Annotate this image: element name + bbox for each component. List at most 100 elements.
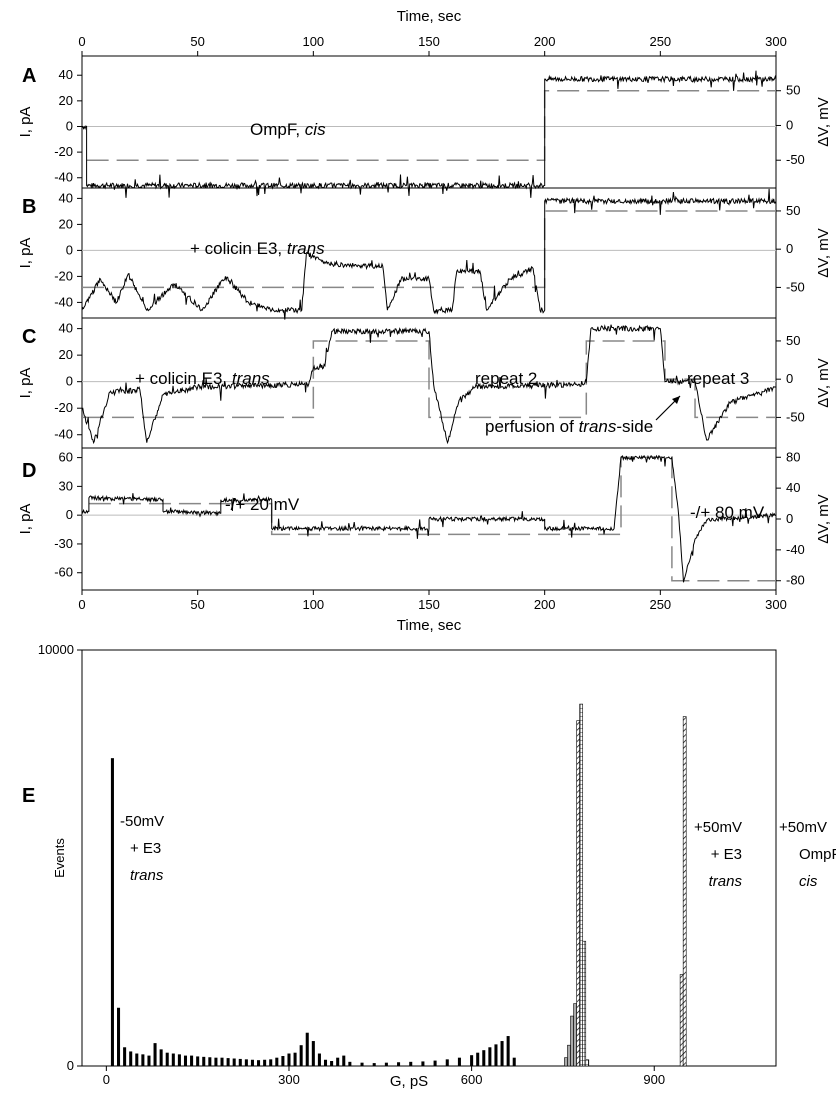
y2-tick-label: 0 (786, 117, 793, 132)
current-series (82, 70, 777, 198)
histogram-bar (123, 1047, 127, 1066)
histogram-annotation: -50mV (120, 813, 164, 830)
y2-tick-label: 50 (786, 83, 800, 98)
annotation: + colicin E3, trans (135, 369, 270, 388)
histogram-annotation: +50mV (779, 819, 827, 836)
y2-tick-label: -50 (786, 409, 805, 424)
x-tick-label: 50 (190, 597, 204, 612)
y-tick-label: 20 (59, 93, 73, 108)
x-axis-label: Time, sec (397, 617, 462, 634)
y-tick-label: -40 (54, 294, 73, 309)
y-tick-label: 30 (59, 478, 73, 493)
y-axis-label: I, pA (17, 368, 34, 399)
annotation-part: -/+ 80 mV (690, 503, 765, 522)
y2-tick-label: 50 (786, 333, 800, 348)
histogram-bar (585, 1059, 590, 1067)
histogram-bar (190, 1055, 194, 1066)
histogram-annotation: +50mV (694, 819, 742, 836)
current-series (81, 454, 777, 583)
annotation: perfusion of trans-side (485, 417, 653, 436)
histogram-bar (141, 1054, 145, 1066)
histogram-annotation: + E3 (711, 846, 742, 863)
annotation: -/+ 80 mV (690, 503, 765, 522)
histogram-bar (244, 1059, 248, 1066)
annotation-part: repeat 3 (687, 369, 749, 388)
annotation: + colicin E3, trans (190, 239, 325, 258)
x-tick-label: 600 (461, 1072, 483, 1087)
histogram-bar (336, 1057, 340, 1066)
histogram-bar (372, 1063, 376, 1066)
panel-letter: C (22, 326, 36, 348)
histogram-bar (250, 1059, 254, 1066)
histogram-bar (570, 1015, 574, 1067)
histogram-bar (238, 1058, 242, 1066)
annotation-part: + colicin E3, (190, 239, 287, 258)
x-tick-label: 200 (534, 34, 556, 49)
histogram-bar (177, 1054, 181, 1066)
histogram-bar (445, 1059, 449, 1066)
histogram-bar (257, 1060, 261, 1066)
annotation-part: cis (305, 120, 326, 139)
y-tick-label: 0 (66, 507, 73, 522)
y-axis-label: Events (52, 838, 67, 878)
y-tick-label: -20 (54, 268, 73, 283)
histogram-bar (299, 1045, 303, 1066)
histogram-bar (214, 1057, 218, 1066)
histogram-bar (317, 1053, 321, 1066)
x-tick-label: 150 (418, 597, 440, 612)
histogram-bar (564, 1057, 568, 1067)
histogram-bar (330, 1061, 334, 1066)
histogram-bar (196, 1056, 200, 1066)
x-tick-label: 300 (278, 1072, 300, 1087)
y-tick-label: -20 (54, 144, 73, 159)
annotation-part: repeat 2 (475, 369, 537, 388)
histogram-bar (311, 1041, 315, 1066)
y2-axis-label: ΔV, mV (815, 494, 832, 543)
histogram-bar (500, 1041, 504, 1066)
y-tick-label: 10000 (38, 642, 74, 657)
perfusion-arrowhead (672, 396, 680, 404)
voltage-series (86, 89, 776, 161)
annotation: repeat 3 (687, 369, 749, 388)
histogram-bar (287, 1053, 291, 1066)
y2-axis-label: ΔV, mV (815, 358, 832, 407)
histogram-bar (281, 1056, 285, 1066)
histogram-bar (506, 1036, 510, 1066)
y2-tick-label: -80 (786, 573, 805, 588)
y-tick-label: -40 (54, 427, 73, 442)
histogram-bar (171, 1053, 175, 1066)
y2-tick-label: 50 (786, 203, 800, 218)
y-tick-label: -60 (54, 565, 73, 580)
plot-frame (81, 649, 777, 1067)
histogram-bar (488, 1047, 492, 1066)
y-tick-label: 0 (66, 118, 73, 133)
histogram-bar (153, 1043, 157, 1066)
histogram-bar (129, 1051, 133, 1066)
histogram-bar (512, 1057, 516, 1066)
y-tick-label: 20 (59, 216, 73, 231)
panel-b: 40 20 0 -20 -40 50 0 -50 I, pA ΔV, mV B (17, 187, 832, 320)
x-tick-label: 300 (765, 34, 787, 49)
annotation-part: + colicin E3, (135, 369, 232, 388)
histogram-annotation: cis (799, 873, 818, 890)
histogram-annotation: OmpF (799, 846, 836, 863)
y2-tick-label: 40 (786, 480, 800, 495)
histogram-bar (147, 1055, 151, 1066)
histogram-bar (421, 1061, 425, 1066)
panel-letter: B (22, 196, 36, 218)
histogram-bar (159, 1049, 163, 1066)
histogram-bar (567, 1044, 571, 1067)
panel-letter: D (22, 460, 36, 482)
histogram-bar (573, 1003, 577, 1067)
annotation-part: perfusion of (485, 417, 579, 436)
x-tick-label: 900 (643, 1072, 665, 1087)
histogram-bar (263, 1059, 267, 1066)
histogram-bar (457, 1057, 461, 1066)
x-tick-label: 0 (103, 1072, 110, 1087)
y-tick-label: 40 (59, 321, 73, 336)
histogram-bar (679, 974, 684, 1067)
y-tick-label: -40 (54, 170, 73, 185)
